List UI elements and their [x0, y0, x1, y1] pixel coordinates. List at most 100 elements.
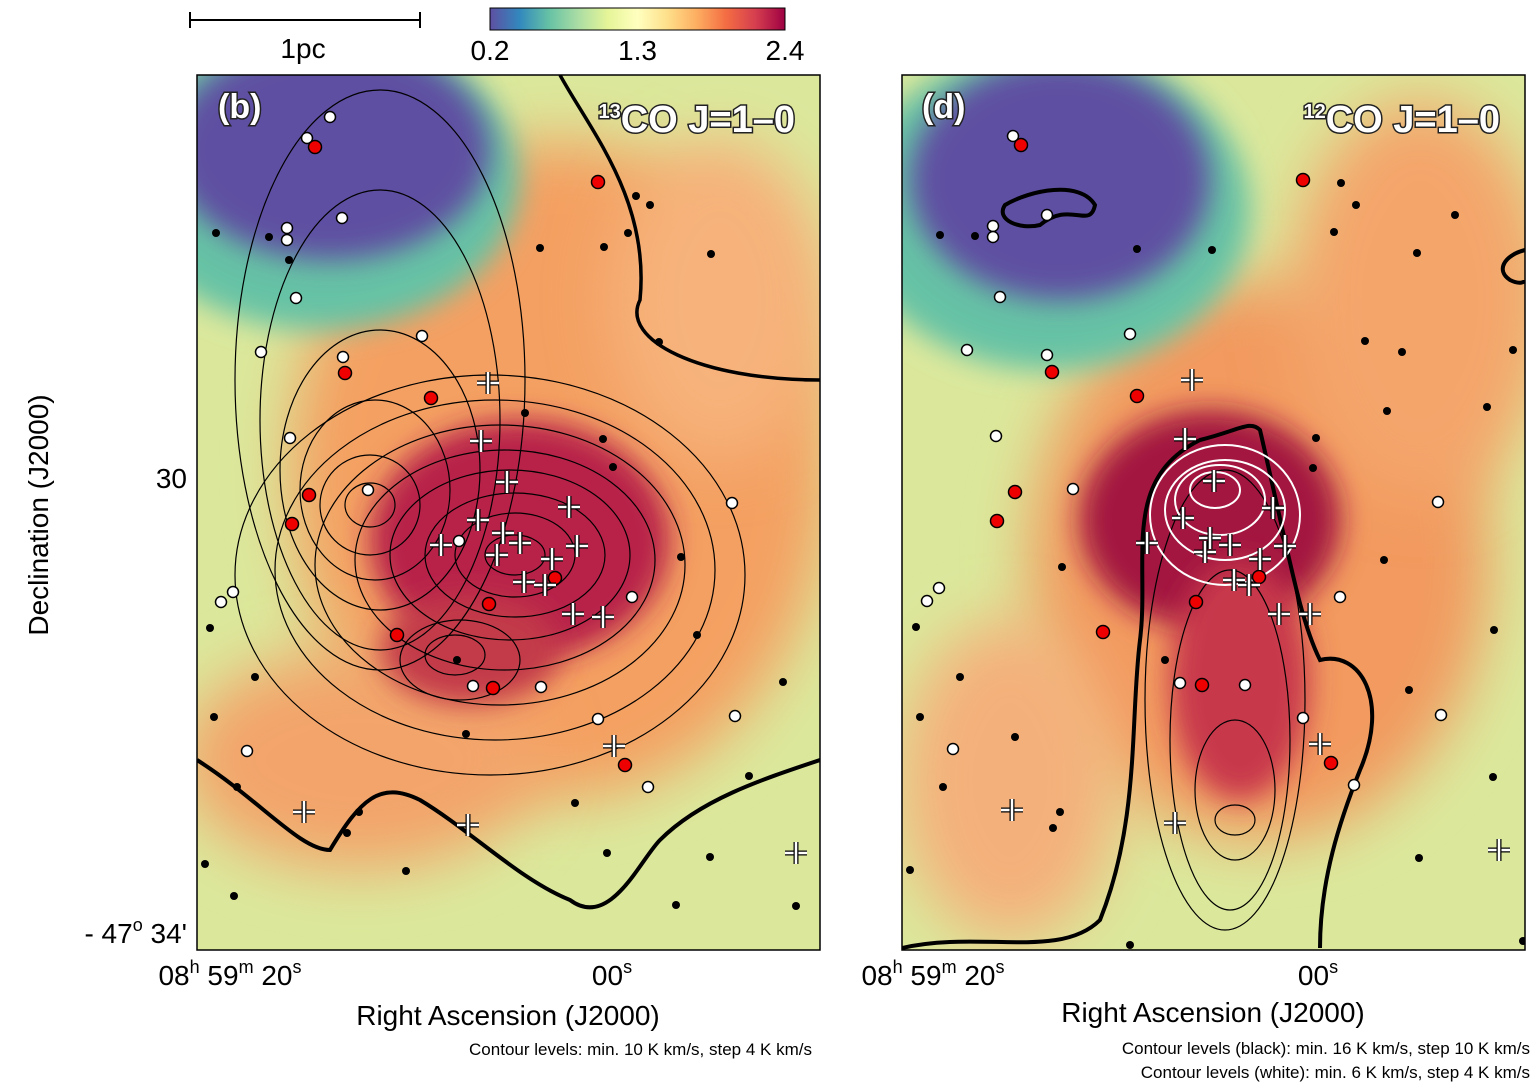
- tick-text: - 47: [84, 918, 132, 949]
- source-dot: [571, 799, 579, 807]
- white-source: [337, 213, 348, 224]
- white-source: [948, 744, 959, 755]
- source-dot: [707, 250, 715, 258]
- red-source: [1325, 757, 1338, 770]
- source-dot: [779, 678, 787, 686]
- source-dot: [1490, 626, 1498, 634]
- white-source: [1335, 592, 1346, 603]
- tick-sup: m: [942, 957, 957, 977]
- map-b: [120, 30, 830, 950]
- source-dot: [939, 783, 947, 791]
- source-dot: [677, 553, 685, 561]
- source-dot: [1398, 348, 1406, 356]
- source-dot: [912, 623, 920, 631]
- source-dot: [1049, 824, 1057, 832]
- white-source: [934, 583, 945, 594]
- source-dot: [201, 860, 209, 868]
- white-source: [325, 112, 336, 123]
- source-dot: [609, 463, 617, 471]
- red-source: [1253, 571, 1266, 584]
- contour-note: Contour levels: min. 10 K km/s, step 4 K…: [469, 1040, 812, 1059]
- source-dot: [1451, 211, 1459, 219]
- tick-sup: s: [1329, 957, 1338, 977]
- red-source: [1297, 174, 1310, 187]
- white-source: [995, 292, 1006, 303]
- white-source: [468, 681, 479, 692]
- source-dot: [233, 783, 241, 791]
- source-dot: [1126, 941, 1134, 949]
- source-dot: [206, 624, 214, 632]
- source-dot: [906, 866, 914, 874]
- white-source: [1068, 484, 1079, 495]
- source-dot: [745, 772, 753, 780]
- white-source: [291, 293, 302, 304]
- white-source: [338, 352, 349, 363]
- source-dot: [1312, 434, 1320, 442]
- source-dot: [693, 631, 701, 639]
- white-source: [627, 592, 638, 603]
- red-source: [303, 489, 316, 502]
- white-source: [988, 221, 999, 232]
- white-source: [536, 682, 547, 693]
- white-source: [730, 711, 741, 722]
- tick-text: 20: [957, 960, 996, 991]
- source-dot: [402, 867, 410, 875]
- source-dot: [936, 231, 944, 239]
- source-dot: [792, 902, 800, 910]
- white-source: [988, 232, 999, 243]
- tick-sup: o: [133, 915, 143, 935]
- colorbar-tick-label: 1.3: [618, 35, 657, 66]
- source-dot: [462, 730, 470, 738]
- y-axis-label: Declination (J2000): [23, 394, 54, 635]
- white-source: [285, 433, 296, 444]
- white-source: [1240, 680, 1251, 691]
- white-source: [302, 133, 313, 144]
- x-tick-label: 00s: [1298, 957, 1338, 991]
- x-axis-label: Right Ascension (J2000): [1061, 997, 1365, 1028]
- source-dot: [956, 673, 964, 681]
- tick-text: 08: [158, 960, 189, 991]
- tick-text: 34': [143, 918, 187, 949]
- white-source: [1349, 780, 1360, 791]
- white-source: [991, 431, 1002, 442]
- source-dot: [1058, 563, 1066, 571]
- source-dot: [265, 233, 273, 241]
- source-dot: [1415, 854, 1423, 862]
- source-dot: [1483, 403, 1491, 411]
- tick-sup: m: [239, 957, 254, 977]
- red-source: [339, 367, 352, 380]
- source-dot: [355, 808, 363, 816]
- white-source: [643, 782, 654, 793]
- white-source: [593, 714, 604, 725]
- panel-title: 12CO J=1–0: [1303, 99, 1500, 141]
- white-source: [1433, 497, 1444, 508]
- panel-label: (b): [218, 88, 261, 126]
- white-source: [454, 536, 465, 547]
- x-tick-label: 08h 59m 20s: [158, 957, 301, 991]
- panel-label: (d): [922, 88, 965, 126]
- source-dot: [646, 201, 654, 209]
- white-source: [282, 235, 293, 246]
- red-source: [391, 629, 404, 642]
- red-source: [286, 518, 299, 531]
- title-text: CO J=1–0: [1326, 99, 1500, 141]
- colorbar-tick-label: 2.4: [766, 35, 805, 66]
- white-source: [1042, 350, 1053, 361]
- red-source: [991, 515, 1004, 528]
- source-dot: [1337, 179, 1345, 187]
- source-dot: [1489, 773, 1497, 781]
- superscript: 13: [598, 101, 620, 123]
- x-axis-label: Right Ascension (J2000): [356, 1000, 660, 1031]
- white-source: [1175, 678, 1186, 689]
- white-source: [1008, 131, 1019, 142]
- white-source: [962, 345, 973, 356]
- source-dot: [453, 656, 461, 664]
- source-dot: [1380, 556, 1388, 564]
- source-dot: [230, 892, 238, 900]
- tick-text: 59: [200, 960, 239, 991]
- tick-text: 00: [1298, 960, 1329, 991]
- white-source: [256, 347, 267, 358]
- source-dot: [1056, 808, 1064, 816]
- tick-text: 08: [861, 960, 892, 991]
